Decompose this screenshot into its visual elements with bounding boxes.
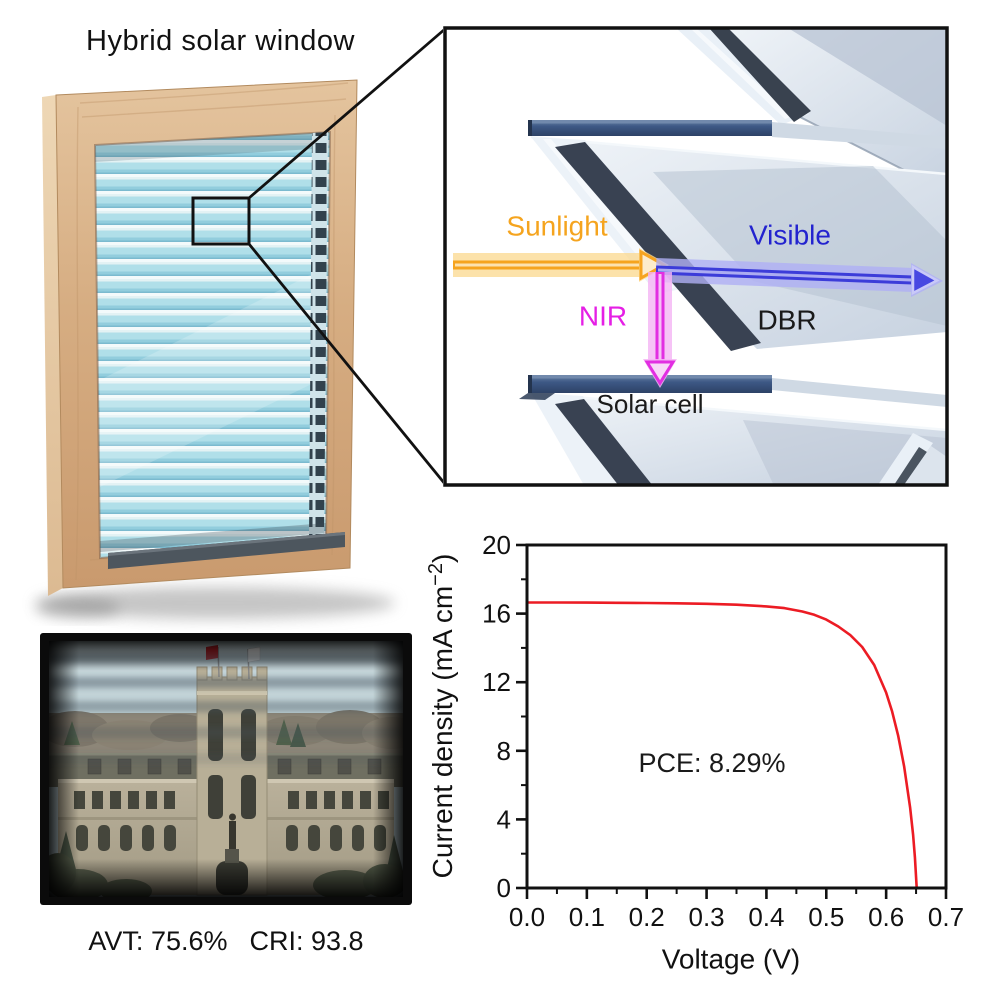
callout-line-bottom — [247, 243, 447, 485]
x-tick-label: 0.0 — [509, 902, 545, 932]
y-tick-label: 20 — [482, 530, 511, 560]
louver-bottom — [519, 375, 948, 484]
photo-through-window — [40, 633, 412, 905]
avt-value: AVT: 75.6% — [88, 926, 228, 956]
x-tick-label: 0.4 — [748, 902, 784, 932]
x-tick-label: 0.6 — [868, 902, 904, 932]
y-tick-label: 16 — [482, 599, 511, 629]
x-tick-label: 0.2 — [629, 902, 665, 932]
vignette — [49, 641, 403, 897]
jv-curve — [525, 601, 919, 890]
y-tick-label: 4 — [497, 804, 511, 834]
inset-diagram: Sunlight Visible NIR DBR Solar cell — [443, 26, 949, 487]
slat-holder-column — [309, 132, 328, 540]
jv-curve-and-ticks: 0.0 0.1 0.2 0.3 0.4 0.5 0.6 0.7 0 4 8 12 16 20 — [482, 530, 964, 932]
nir-label: NIR — [579, 301, 627, 332]
solar-cell-bar-middle — [528, 120, 772, 136]
x-axis-title: Voltage (V) — [662, 944, 801, 975]
louver-corner — [879, 433, 947, 484]
chart-frame — [525, 543, 948, 890]
dbr-label: DBR — [757, 305, 816, 336]
y-axis-title-end: ) — [427, 554, 458, 563]
y-axis-title-sup: −2 — [425, 563, 447, 586]
nir-arrow — [643, 272, 677, 388]
visible-arrow — [655, 258, 943, 297]
x-tick-label: 0.7 — [928, 902, 964, 932]
y-axis-title-main: Current density (mA cm — [427, 586, 458, 879]
cri-value: CRI: 93.8 — [249, 926, 364, 956]
inset-border — [443, 26, 949, 487]
facade-windows — [74, 791, 389, 851]
y-tick-label: 12 — [482, 667, 511, 697]
x-tick-label: 0.5 — [808, 902, 844, 932]
pce-annotation: PCE: 8.29% — [638, 748, 785, 778]
y-axis-title: Current density (mA cm−2) — [425, 554, 458, 879]
solar-cell-bar-bottom — [528, 375, 772, 393]
sunlight-label: Sunlight — [506, 211, 607, 242]
louver-middle — [528, 120, 948, 351]
louver-top — [676, 28, 948, 193]
louvered-glass — [93, 130, 345, 569]
callout-line-top — [248, 27, 446, 200]
page-title: Hybrid solar window — [86, 25, 355, 57]
x-tick-label: 0.1 — [569, 902, 605, 932]
y-tick-label: 0 — [497, 873, 511, 903]
window-sill — [108, 532, 345, 569]
visible-label: Visible — [749, 220, 831, 251]
window-render — [35, 79, 395, 619]
sunlight-arrow — [453, 248, 669, 282]
callout-rectangle — [191, 196, 251, 246]
solar-cell-label: Solar cell — [597, 389, 704, 419]
x-tick-label: 0.3 — [688, 902, 724, 932]
jv-chart: 0.0 0.1 0.2 0.3 0.4 0.5 0.6 0.7 0 4 8 12 16 20 PCE: 8… — [425, 530, 964, 975]
y-tick-label: 8 — [497, 736, 511, 766]
window-shadow — [35, 587, 395, 619]
photo-caption: AVT: 75.6% CRI: 93.8 — [40, 926, 412, 957]
